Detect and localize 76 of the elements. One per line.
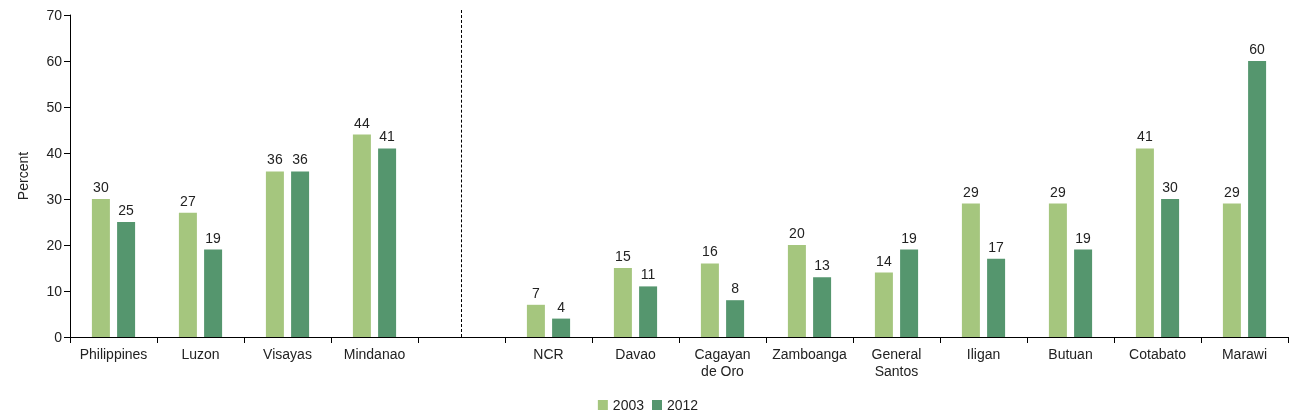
y-tick-label: 70: [46, 7, 63, 23]
data-label: 30: [1162, 179, 1179, 195]
data-label: 13: [814, 257, 831, 274]
data-label: 8: [731, 280, 740, 297]
data-label: 16: [702, 243, 718, 260]
x-tick-label: Zamboanga: [772, 345, 848, 362]
x-tick-label: Davao: [615, 345, 656, 362]
legend-label: 2003: [612, 397, 645, 413]
data-label: 29: [963, 183, 979, 200]
data-label: 19: [205, 229, 222, 246]
data-label: 20: [789, 225, 805, 241]
data-label: 30: [93, 179, 109, 195]
bar: [787, 245, 806, 337]
data-label: 60: [1249, 41, 1266, 57]
y-axis-title: Percent: [15, 151, 31, 201]
data-label: 41: [379, 128, 396, 145]
x-tick-label: Butuan: [1048, 345, 1093, 362]
bar: [378, 148, 397, 337]
data-label: 4: [557, 298, 566, 315]
data-label: 19: [1075, 229, 1092, 246]
y-tick-label: 10: [46, 283, 63, 299]
bar: [204, 249, 223, 337]
x-tick-label: Marawi: [1221, 345, 1268, 362]
y-tick-label: 30: [46, 191, 63, 207]
x-tick-label: NCR: [533, 345, 564, 362]
data-label: 17: [988, 238, 1005, 255]
bar: [900, 249, 919, 337]
x-tick-label: Mindanao: [343, 345, 406, 362]
bar: [639, 286, 658, 337]
bar: [813, 277, 832, 337]
data-label: 7: [532, 284, 540, 301]
bar: [265, 171, 284, 337]
bar: [961, 203, 980, 337]
data-label: 14: [876, 252, 892, 269]
y-tick-label: 40: [46, 145, 63, 161]
bar: [117, 222, 136, 337]
bar: [726, 300, 745, 337]
x-tick-label: General Santos: [871, 345, 922, 379]
x-tick-label: Visayas: [263, 345, 312, 362]
bar: [552, 318, 571, 337]
data-label: 36: [267, 151, 283, 168]
data-label: 15: [615, 248, 631, 264]
data-label: 29: [1050, 183, 1066, 200]
bar: [91, 199, 110, 337]
data-label: 27: [180, 192, 196, 209]
bar: [987, 258, 1006, 337]
x-tick-label: Philippines: [79, 345, 148, 362]
bar: [178, 212, 197, 337]
data-label: 25: [118, 202, 135, 218]
bar: [1048, 203, 1067, 337]
bar: [291, 171, 310, 337]
bar: [1135, 148, 1154, 337]
bar: [1222, 203, 1241, 337]
x-tick-label: Luzon: [181, 345, 220, 362]
y-tick-label: 0: [54, 329, 63, 345]
x-tick-label: Cotabato: [1129, 345, 1187, 362]
x-tick-label: Iligan: [966, 345, 1001, 362]
legend-label: 2012: [667, 397, 699, 413]
data-label: 19: [901, 229, 918, 246]
bar: [1248, 61, 1267, 337]
y-tick-label: 20: [46, 237, 63, 253]
y-tick-label: 60: [46, 53, 63, 69]
y-tick-label: 50: [46, 99, 63, 115]
data-label: 29: [1224, 183, 1240, 200]
x-tick-label: Cagayan de Oro: [694, 345, 751, 379]
data-label: 11: [640, 266, 656, 283]
bar: [526, 304, 545, 337]
bar: [1074, 249, 1093, 337]
bar: [1161, 199, 1180, 337]
bar: [352, 134, 371, 337]
bar: [700, 263, 719, 337]
bar: [613, 268, 632, 337]
data-label: 41: [1137, 128, 1153, 145]
data-label: 36: [292, 151, 309, 168]
bar: [874, 272, 893, 337]
data-label: 44: [354, 114, 370, 131]
